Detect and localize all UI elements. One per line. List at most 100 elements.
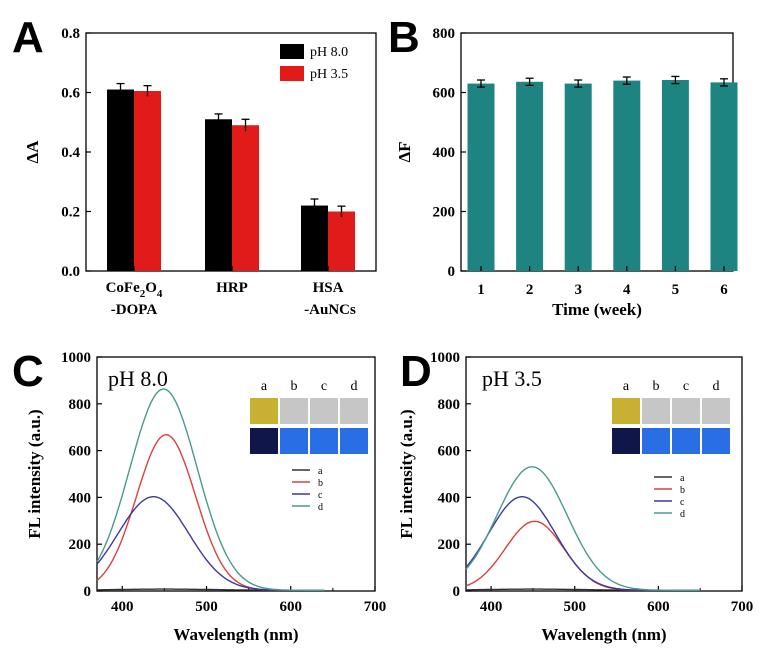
panel-a-category-label-line2: -AuNCs (304, 302, 356, 318)
panel-b-ylabel: ΔF (395, 141, 414, 162)
spectrum-xtick-label: 500 (563, 599, 586, 615)
vial-label-d: d (713, 379, 720, 394)
panel-c-ylabel: FL intensity (a.u.) (25, 409, 44, 538)
panel-a-ylabel: ΔA (23, 140, 42, 164)
legend-label-b: b (680, 485, 685, 496)
spectrum-ytick-label: 600 (438, 444, 461, 460)
panel-b-chart: 0 200 400 600 800 1 2 3 4 5 6 ΔF Time (week) (395, 26, 738, 319)
panel-d-inner-title: pH 3.5 (482, 366, 542, 391)
vial-uv-a (612, 428, 640, 454)
spectrum-ytick-label: 200 (69, 537, 92, 553)
legend-label-ph35: pH 3.5 (310, 67, 348, 82)
vial-daylight-c (672, 398, 700, 424)
panel-d-xlabel: Wavelength (nm) (541, 625, 666, 644)
panel-b-bar (613, 80, 641, 271)
panel-a-bar (232, 125, 259, 271)
panel-b-frame (460, 32, 734, 272)
spectrum-ytick-label: 800 (69, 397, 92, 413)
spectrum-ytick-label: 600 (69, 444, 92, 460)
panel-b-xtick-label: 1 (477, 282, 485, 298)
panel-a-bar (205, 119, 232, 272)
spectrum-xtick-label: 700 (364, 599, 387, 615)
panel-b-ytick-label: 400 (433, 145, 456, 161)
legend-label-ph80: pH 8.0 (310, 45, 348, 60)
vial-daylight-d (340, 398, 368, 424)
vial-daylight-b (642, 398, 670, 424)
panel-label-b: B (388, 13, 420, 62)
panel-b-xlabel: Time (week) (552, 300, 642, 319)
spectrum-ytick-label: 1000 (430, 350, 460, 366)
panel-a-category-label: HSA (313, 280, 344, 296)
spectrum-ytick-label: 400 (69, 490, 92, 506)
vial-label-b: b (291, 379, 298, 394)
vial-uv-d (702, 428, 730, 454)
panel-a-bar (107, 89, 134, 272)
legend-label-b: b (318, 478, 323, 489)
spectrum-ytick-label: 200 (438, 537, 461, 553)
vial-daylight-a (612, 398, 640, 424)
spectrum-xtick-label: 600 (647, 599, 670, 615)
spectrum-ytick-label: 0 (84, 584, 92, 600)
panel-label-a: A (12, 13, 44, 62)
spectrum-line-d (465, 466, 701, 591)
panel-label-c: C (12, 347, 44, 396)
panel-a-bar (328, 211, 355, 271)
panel-a-bar (301, 205, 328, 271)
vial-daylight-a (250, 398, 278, 424)
spectrum-line-d (96, 388, 325, 591)
legend-swatch-ph35 (280, 66, 304, 81)
vial-uv-b (280, 428, 308, 454)
vial-label-a: a (623, 379, 630, 394)
panel-b-ytick-label: 200 (433, 205, 456, 221)
spectrum-line-c (96, 496, 325, 591)
spectrum-line-b (465, 520, 701, 591)
panel-a-bar (134, 91, 161, 271)
spectrum-xtick-label: 500 (195, 599, 218, 615)
panel-a-ytick-label: 0.2 (61, 205, 80, 221)
legend-label-d: d (680, 509, 685, 520)
vial-uv-d (340, 428, 368, 454)
vial-daylight-c (310, 398, 338, 424)
panel-b-bar (661, 80, 689, 271)
legend-swatch-ph80 (280, 44, 304, 59)
spectrum-ytick-label: 1000 (61, 350, 91, 366)
panel-a-legend: pH 8.0 pH 3.5 (280, 44, 348, 82)
panel-b-ytick-label: 0 (448, 264, 456, 280)
spectrum-ytick-label: 400 (438, 490, 461, 506)
vial-uv-a (250, 428, 278, 454)
panel-c-inner-title: pH 8.0 (108, 366, 168, 391)
panel-b-bar (467, 83, 495, 271)
vial-daylight-d (702, 398, 730, 424)
panel-b-bar (710, 82, 738, 271)
legend-label-a: a (318, 466, 323, 477)
panel-b-ytick-label: 600 (433, 86, 456, 102)
panel-b-xtick-label: 3 (574, 282, 582, 298)
spectrum-line-c (465, 496, 701, 591)
vial-uv-c (310, 428, 338, 454)
panel-d-ylabel: FL intensity (a.u.) (397, 409, 416, 538)
legend-label-a: a (680, 473, 685, 484)
panel-a-ytick-label: 0.8 (61, 26, 80, 42)
panel-d-frame (465, 356, 743, 592)
spectrum-xtick-label: 400 (480, 599, 503, 615)
vial-uv-b (642, 428, 670, 454)
panel-label-d: D (400, 347, 432, 396)
panel-b-xtick-label: 2 (526, 282, 534, 298)
panel-a-chart: 0.0 0.2 0.4 0.6 0.8 CoFe2O4 -DOPA HRP HSA -AuNCs… (23, 26, 377, 318)
vial-label-d: d (351, 379, 358, 394)
panel-a-category-label: HRP (216, 280, 248, 296)
panel-c-frame (96, 356, 376, 592)
panel-b-xtick-label: 5 (672, 282, 680, 298)
panel-c-xlabel: Wavelength (nm) (173, 625, 298, 644)
spectrum-xtick-label: 600 (280, 599, 303, 615)
vial-label-c: c (321, 379, 327, 394)
legend-label-d: d (318, 502, 323, 513)
panel-b-xtick-label: 6 (720, 282, 728, 298)
panel-b-bar (516, 81, 544, 271)
panel-a-ytick-label: 0.4 (61, 145, 80, 161)
legend-label-c: c (318, 490, 323, 501)
spectrum-ytick-label: 0 (453, 584, 461, 600)
panel-b-xtick-label: 4 (623, 282, 631, 298)
panel-b-ytick-label: 800 (433, 26, 456, 42)
